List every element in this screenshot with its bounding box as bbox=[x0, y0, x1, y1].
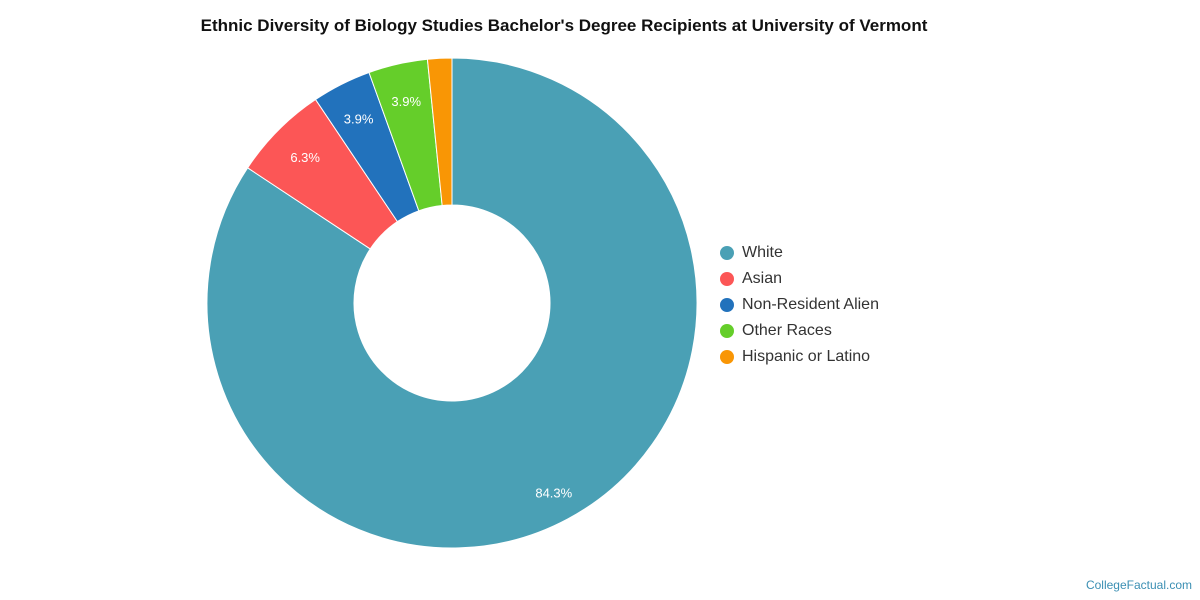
legend-swatch bbox=[720, 324, 734, 338]
legend-item-hispanic-or-latino[interactable]: Hispanic or Latino bbox=[720, 344, 879, 370]
legend-item-asian[interactable]: Asian bbox=[720, 266, 879, 292]
legend-label: White bbox=[742, 244, 783, 261]
slice-label: 6.3% bbox=[290, 150, 320, 165]
legend-label: Non-Resident Alien bbox=[742, 296, 879, 313]
chart-legend: White Asian Non-Resident Alien Other Rac… bbox=[720, 240, 879, 370]
slice-white[interactable] bbox=[206, 57, 698, 549]
slice-hispanic-or-latino[interactable] bbox=[426, 57, 453, 207]
slice-label: 3.9% bbox=[391, 94, 421, 109]
legend-label: Asian bbox=[742, 270, 783, 287]
slice-label: 3.9% bbox=[344, 111, 374, 126]
slice-label: 84.3% bbox=[535, 485, 572, 500]
legend-swatch bbox=[720, 350, 734, 364]
chart-title: Ethnic Diversity of Biology Studies Bach… bbox=[200, 16, 928, 35]
legend-item-other-races[interactable]: Other Races bbox=[720, 318, 879, 344]
legend-item-non-resident-alien[interactable]: Non-Resident Alien bbox=[720, 292, 879, 318]
legend-swatch bbox=[720, 246, 734, 260]
legend-item-white[interactable]: White bbox=[720, 240, 879, 266]
source-credit[interactable]: CollegeFactual.com bbox=[1085, 578, 1192, 592]
legend-swatch bbox=[720, 272, 734, 286]
legend-swatch bbox=[720, 298, 734, 312]
legend-label: Hispanic or Latino bbox=[742, 348, 871, 365]
legend-label: Other Races bbox=[742, 322, 832, 339]
